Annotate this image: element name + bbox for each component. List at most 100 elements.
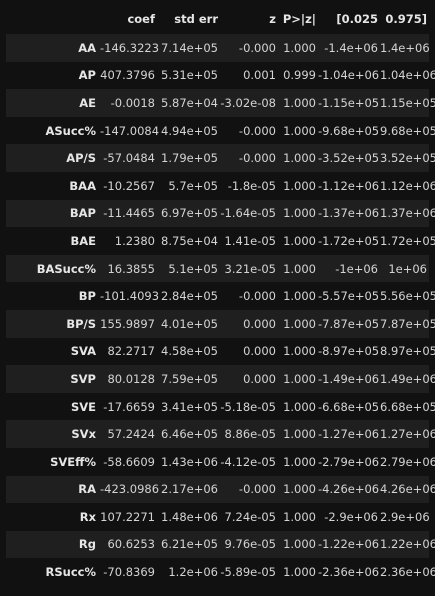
std-err-cell: 4.01e+05 [161, 316, 218, 331]
ci-upper-cell: 5.56e+05 [380, 289, 435, 304]
coef-cell: -11.4465 [103, 206, 155, 221]
ci-lower-cell: -1.22e+06 [318, 537, 380, 552]
ci-upper-cell: 1.27e+06 [380, 427, 435, 442]
p-value-cell: 1.000 [283, 482, 316, 497]
row-label: BP [78, 289, 96, 304]
p-value-header: P>|z| [282, 12, 316, 26]
ci-lower-cell: -2.36e+06 [318, 565, 380, 580]
header-row: coef std err z P>|z| [0.025 0.975] [6, 4, 429, 34]
table-row: SVE -17.6659 3.41e+05 -5.18e-05 1.000 -6.68e+… [6, 392, 435, 421]
row-label: BASucc% [36, 261, 96, 276]
std-err-cell: 5.31e+05 [161, 68, 218, 83]
row-label: SVP [70, 371, 96, 386]
std-err-cell: 8.75e+04 [161, 233, 218, 248]
index-header [6, 4, 100, 34]
table-row: BASucc% 16.3855 5.1e+05 3.21e-05 1.000 -1e+06… [6, 254, 429, 283]
std-err-cell: 5.1e+05 [168, 261, 218, 276]
z-cell: -0.000 [238, 482, 276, 497]
p-value-cell: 1.000 [283, 565, 316, 580]
row-label: RA [78, 482, 96, 497]
ci-lower-header: [0.025 [336, 12, 378, 26]
ci-lower-cell: -1e+06 [335, 261, 378, 276]
coef-cell: 80.0128 [107, 371, 155, 386]
ci-lower-cell: -1.72e+05 [318, 233, 380, 248]
std-err-cell: 4.94e+05 [161, 123, 218, 138]
ci-upper-cell: 1.72e+05 [380, 233, 435, 248]
p-value-cell: 1.000 [283, 178, 316, 193]
ci-upper-cell: 2.79e+06 [380, 454, 435, 469]
z-cell: -5.18e-05 [220, 399, 276, 414]
p-value-cell: 1.000 [283, 399, 316, 414]
p-value-cell: 1.000 [283, 289, 316, 304]
coef-cell: -17.6659 [103, 399, 155, 414]
z-cell: -3.02e-08 [220, 95, 276, 110]
ci-upper-cell: 1.15e+05 [380, 95, 435, 110]
p-value-cell: 1.000 [283, 344, 316, 359]
row-label: SVEff% [50, 454, 96, 469]
z-cell: 1.41e-05 [224, 233, 276, 248]
row-label: AP/S [66, 151, 96, 166]
z-cell: 9.76e-05 [224, 537, 276, 552]
ci-upper-cell: 1.4e+06 [380, 40, 430, 55]
ci-lower-cell: -1.49e+06 [318, 371, 380, 386]
table-row: BAE 1.2380 8.75e+04 1.41e-05 1.000 -1.72e+05 1… [6, 227, 435, 255]
table-row: SVA 82.2717 4.58e+05 0.000 1.000 -8.97e+05 8.9… [6, 337, 435, 366]
table-row: Rg 60.6253 6.21e+05 9.76e-05 1.000 -1.22e+06 1… [6, 530, 435, 559]
ci-upper-cell: 1.12e+06 [380, 178, 435, 193]
ci-upper-header: 0.975] [385, 12, 427, 26]
table-row: BAA -10.2567 5.7e+05 -1.8e-05 1.000 -1.12e+06… [6, 171, 435, 200]
table-row: AA -146.3223 7.14e+05 -0.000 1.000 -1.4e+06 1.… [6, 34, 430, 62]
ci-lower-cell: -3.52e+05 [318, 151, 380, 166]
coef-cell: -70.8369 [103, 565, 155, 580]
table-row: BP -101.4093 2.84e+05 -0.000 1.000 -5.57e+05 5… [6, 282, 435, 310]
row-label: BP/S [66, 316, 96, 331]
ci-upper-cell: 1e+06 [388, 261, 427, 276]
coef-cell: 155.9897 [100, 316, 155, 331]
std-err-cell: 6.97e+05 [161, 206, 218, 221]
table-row: BAP -11.4465 6.97e+05 -1.64e-05 1.000 -1.37e+… [6, 199, 435, 228]
p-value-cell: 0.999 [283, 68, 316, 83]
p-value-cell: 1.000 [283, 233, 316, 248]
p-value-cell: 1.000 [283, 261, 316, 276]
coef-cell: 407.3796 [100, 68, 155, 83]
z-cell: 0.000 [243, 371, 276, 386]
coef-cell: -423.0986 [100, 482, 160, 497]
std-err-cell: 4.58e+05 [161, 344, 218, 359]
p-value-cell: 1.000 [283, 509, 316, 524]
table-body: AA -146.3223 7.14e+05 -0.000 1.000 -1.4e+06 1.… [6, 34, 435, 586]
p-value-cell: 1.000 [283, 40, 316, 55]
std-err-cell: 6.21e+05 [161, 537, 218, 552]
coef-header: coef [127, 12, 155, 26]
ci-upper-cell: 3.52e+05 [380, 151, 435, 166]
ci-lower-cell: -1.12e+06 [318, 178, 380, 193]
coef-cell: -101.4093 [100, 289, 160, 304]
ci-lower-cell: -4.26e+06 [318, 482, 380, 497]
row-label: BAE [70, 233, 96, 248]
std-err-cell: 1.2e+06 [168, 565, 218, 580]
z-cell: 8.86e-05 [224, 427, 276, 442]
row-label: ASucc% [45, 123, 96, 138]
z-cell: 7.24e-05 [224, 509, 276, 524]
ci-lower-cell: -1.37e+06 [318, 206, 380, 221]
row-label: Rx [79, 509, 96, 524]
std-err-cell: 7.59e+05 [161, 371, 218, 386]
coef-cell: 107.2271 [100, 509, 155, 524]
table-row: BP/S 155.9897 4.01e+05 0.000 1.000 -7.87e+05 7… [6, 309, 435, 338]
z-cell: 0.000 [243, 316, 276, 331]
ci-upper-cell: 6.68e+05 [380, 399, 435, 414]
row-label: SVE [70, 399, 96, 414]
z-header: z [269, 12, 276, 26]
table-row: SVEff% -58.6609 1.43e+06 -4.12e-05 1.000 -2.7… [6, 447, 435, 476]
z-cell: 0.001 [243, 68, 276, 83]
ci-lower-cell: -1.15e+05 [318, 95, 380, 110]
z-cell: -0.000 [238, 123, 276, 138]
std-err-cell: 6.46e+05 [161, 427, 218, 442]
row-label: RSucc% [45, 565, 96, 580]
coef-cell: -147.0084 [100, 123, 160, 138]
table-row: Rx 107.2271 1.48e+06 7.24e-05 1.000 -2.9e+06 2… [6, 503, 430, 531]
ci-lower-cell: -2.9e+06 [324, 509, 378, 524]
p-value-cell: 1.000 [283, 206, 316, 221]
row-label: AA [78, 40, 96, 55]
p-value-cell: 1.000 [283, 316, 316, 331]
ci-upper-cell: 2.9e+06 [380, 509, 430, 524]
